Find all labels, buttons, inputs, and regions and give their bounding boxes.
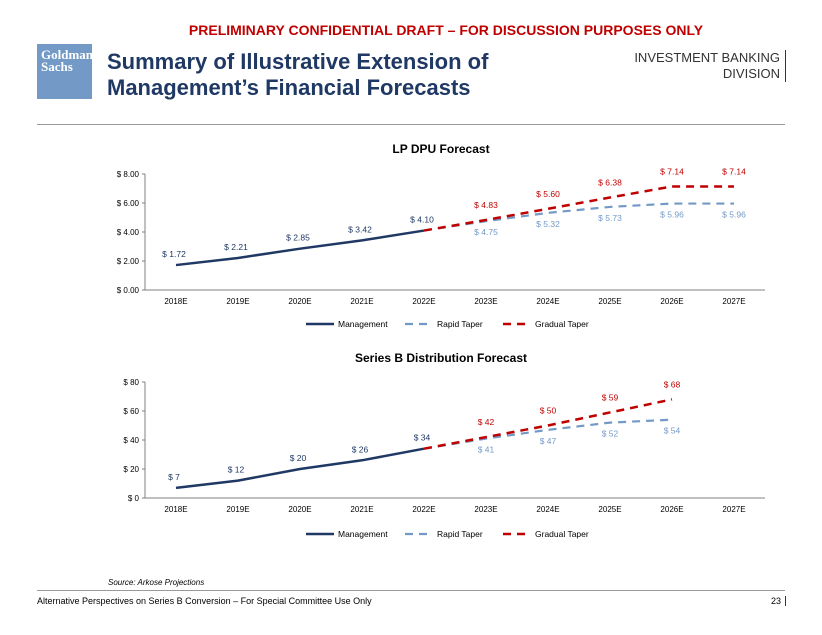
logo-line-2: Sachs bbox=[41, 59, 73, 74]
page-title-line-1: Summary of Illustrative Extension of bbox=[107, 49, 489, 74]
y-tick-label: $ 6.00 bbox=[117, 199, 140, 208]
x-tick-label: 2020E bbox=[288, 297, 311, 306]
gradual-data-label: $ 7.14 bbox=[660, 166, 684, 176]
x-tick-label: 2024E bbox=[536, 505, 559, 514]
source-note: Source: Arkose Projections bbox=[108, 578, 205, 587]
division-line-2: DIVISION bbox=[722, 66, 780, 81]
x-tick-label: 2027E bbox=[722, 505, 745, 514]
management-data-label: $ 4.10 bbox=[410, 215, 434, 225]
page-title-line-2: Management’s Financial Forecasts bbox=[107, 75, 471, 100]
management-series-line bbox=[175, 447, 425, 490]
management-data-label: $ 2.85 bbox=[286, 233, 310, 243]
y-tick-label: $ 60 bbox=[123, 407, 139, 416]
footer-text: Alternative Perspectives on Series B Con… bbox=[37, 596, 372, 606]
rapid-data-label: $ 5.32 bbox=[536, 219, 560, 229]
y-tick-label: $ 80 bbox=[123, 378, 139, 387]
rapid-series-line bbox=[423, 202, 734, 232]
x-tick-label: 2023E bbox=[474, 505, 497, 514]
gradual-data-label: $ 68 bbox=[664, 379, 681, 389]
gradual-data-label: $ 7.14 bbox=[722, 166, 746, 176]
x-tick-label: 2019E bbox=[226, 505, 249, 514]
management-data-label: $ 1.72 bbox=[162, 249, 186, 259]
x-tick-label: 2021E bbox=[350, 297, 373, 306]
gradual-data-label: $ 50 bbox=[540, 406, 557, 416]
seriesb-forecast-chart: $ 0 $ 20 $ 40 $ 60 $ 80 2018E 2019E 2020E 2021E 2… bbox=[123, 378, 765, 539]
x-tick-label: 2026E bbox=[660, 297, 683, 306]
gradual-legend-label: Gradual Taper bbox=[535, 319, 589, 329]
rapid-data-label: $ 52 bbox=[602, 429, 619, 439]
y-tick-label: $ 4.00 bbox=[117, 228, 140, 237]
dpu-forecast-chart: $ 0.00 $ 2.00 $ 4.00 $ 6.00 $ 8.00 2018E 2019E… bbox=[117, 166, 765, 329]
rapid-legend-label: Rapid Taper bbox=[437, 319, 483, 329]
management-data-label: $ 3.42 bbox=[348, 224, 372, 234]
rapid-data-label: $ 5.96 bbox=[660, 210, 684, 220]
goldman-sachs-logo: Goldman Sachs bbox=[37, 44, 94, 99]
gradual-data-label: $ 5.60 bbox=[536, 189, 560, 199]
rapid-data-label: $ 41 bbox=[478, 445, 495, 455]
management-data-label: $ 7 bbox=[168, 472, 180, 482]
x-tick-label: 2025E bbox=[598, 505, 621, 514]
y-tick-label: $ 40 bbox=[123, 436, 139, 445]
x-tick-label: 2024E bbox=[536, 297, 559, 306]
rapid-data-label: $ 5.96 bbox=[722, 210, 746, 220]
rapid-data-label: $ 5.73 bbox=[598, 213, 622, 223]
y-tick-label: $ 0.00 bbox=[117, 286, 140, 295]
division-line-1: INVESTMENT BANKING bbox=[634, 50, 780, 65]
x-tick-label: 2018E bbox=[164, 297, 187, 306]
rapid-legend-label: Rapid Taper bbox=[437, 529, 483, 539]
management-series-line bbox=[175, 229, 425, 267]
x-tick-label: 2022E bbox=[412, 297, 435, 306]
management-data-label: $ 20 bbox=[290, 453, 307, 463]
x-tick-label: 2018E bbox=[164, 505, 187, 514]
x-tick-label: 2023E bbox=[474, 297, 497, 306]
y-tick-label: $ 0 bbox=[128, 494, 140, 503]
seriesb-chart-title: Series B Distribution Forecast bbox=[354, 351, 528, 365]
rapid-data-label: $ 54 bbox=[664, 426, 681, 436]
confidential-banner: PRELIMINARY CONFIDENTIAL DRAFT – FOR DIS… bbox=[188, 22, 704, 38]
x-tick-label: 2025E bbox=[598, 297, 621, 306]
y-tick-label: $ 2.00 bbox=[117, 257, 140, 266]
gradual-data-label: $ 4.83 bbox=[474, 200, 498, 210]
gradual-series-line bbox=[423, 398, 673, 450]
dpu-chart-title: LP DPU Forecast bbox=[392, 142, 490, 156]
x-tick-label: 2026E bbox=[660, 505, 683, 514]
management-data-label: $ 26 bbox=[352, 444, 369, 454]
rapid-data-label: $ 47 bbox=[540, 436, 557, 446]
x-tick-label: 2022E bbox=[412, 505, 435, 514]
gradual-data-label: $ 6.38 bbox=[598, 177, 622, 187]
y-tick-label: $ 20 bbox=[123, 465, 139, 474]
rapid-data-label: $ 4.75 bbox=[474, 227, 498, 237]
gradual-series-line bbox=[423, 185, 734, 232]
logo-line-1: Goldman bbox=[41, 47, 94, 62]
header-divider bbox=[37, 124, 785, 125]
management-data-label: $ 2.21 bbox=[224, 242, 248, 252]
page-title: Summary of Illustrative Extension of Man… bbox=[107, 49, 587, 101]
footer-divider bbox=[37, 590, 785, 591]
gradual-data-label: $ 42 bbox=[478, 417, 495, 427]
y-tick-label: $ 8.00 bbox=[117, 170, 140, 179]
x-tick-label: 2027E bbox=[722, 297, 745, 306]
management-legend-label: Management bbox=[338, 319, 388, 329]
gradual-data-label: $ 59 bbox=[602, 392, 619, 402]
gradual-legend-label: Gradual Taper bbox=[535, 529, 589, 539]
x-tick-label: 2021E bbox=[350, 505, 373, 514]
x-tick-label: 2019E bbox=[226, 297, 249, 306]
page-number: 23 bbox=[771, 596, 786, 606]
management-legend-label: Management bbox=[338, 529, 388, 539]
management-data-label: $ 12 bbox=[228, 465, 245, 475]
division-label: INVESTMENT BANKING DIVISION bbox=[634, 50, 786, 82]
x-tick-label: 2020E bbox=[288, 505, 311, 514]
management-data-label: $ 34 bbox=[414, 433, 431, 443]
